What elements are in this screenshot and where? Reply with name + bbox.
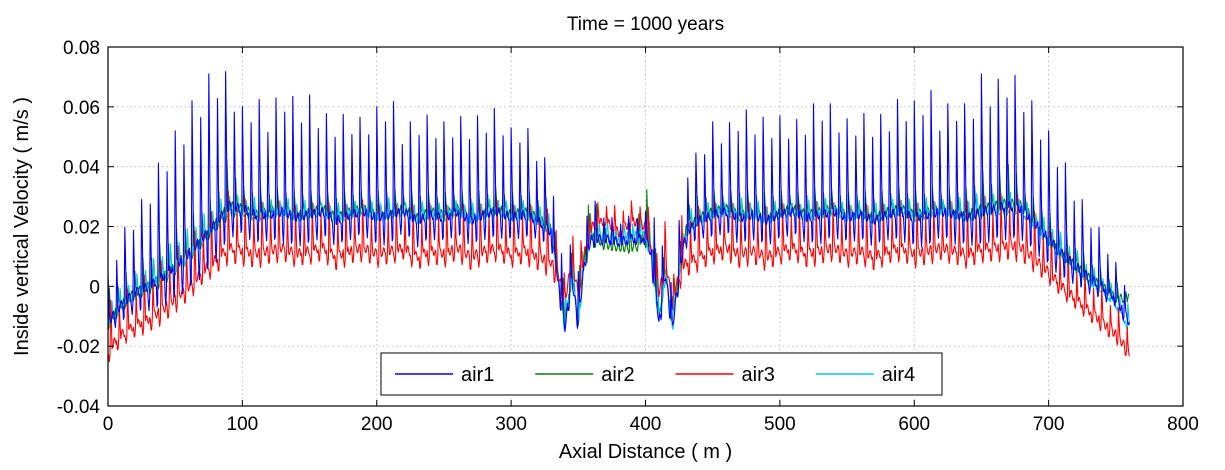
legend-label-air2: air2	[601, 364, 634, 386]
x-tick-label: 600	[898, 414, 930, 435]
x-tick-label: 0	[103, 414, 114, 435]
x-tick-label: 500	[764, 414, 796, 435]
y-tick-label: 0.02	[63, 218, 100, 239]
series-air1-line	[107, 71, 1130, 333]
y-tick-label: 0.08	[63, 38, 100, 59]
y-axis-title: Inside vertical Velocity ( m/s )	[11, 97, 33, 356]
x-tick-label: 700	[1033, 414, 1065, 435]
x-tick-label: 100	[227, 414, 259, 435]
series-lines	[107, 71, 1130, 363]
legend-label-air4: air4	[882, 364, 915, 386]
x-tick-label: 200	[361, 414, 393, 435]
x-tick-label: 300	[495, 414, 527, 435]
x-tick-label: 800	[1167, 414, 1199, 435]
x-tick-label: 400	[630, 414, 662, 435]
x-axis-title: Axial Distance ( m )	[559, 441, 732, 463]
legend-label-air3: air3	[742, 364, 775, 386]
chart-title: Time = 1000 years	[567, 14, 724, 35]
y-tick-label: -0.02	[57, 337, 100, 358]
y-tick-label: -0.04	[57, 397, 101, 418]
legend: air1 air2 air3 air4	[380, 352, 943, 396]
y-tick-label: 0	[89, 277, 100, 298]
y-tick-label: 0.04	[63, 158, 100, 179]
series-air3-line	[107, 190, 1130, 363]
legend-label-air1: air1	[461, 364, 494, 386]
axis-ticks: 0 100 200 300 400 500 600 700 800 -0.04 -0.02 0 0.02…	[57, 38, 1199, 435]
y-tick-label: 0.06	[63, 98, 100, 119]
